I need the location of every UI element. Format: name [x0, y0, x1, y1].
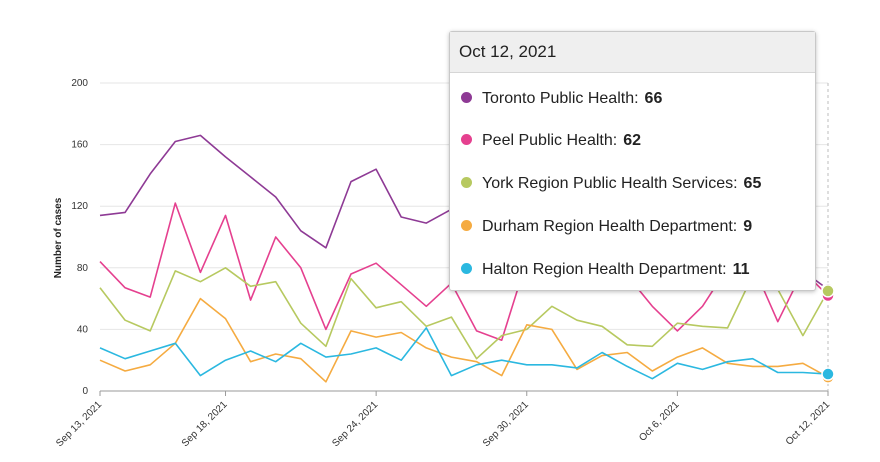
series-line: [99, 327, 829, 380]
series-line: [99, 297, 829, 383]
y-axis-label: Number of cases: [53, 197, 64, 278]
tooltip-row: Durham Region Health Department: 9: [461, 218, 752, 236]
tooltip-series-value: 66: [644, 90, 663, 107]
series-color-dot: [461, 263, 472, 275]
tooltip-series-value: 62: [623, 132, 641, 149]
series-color-dot: [461, 134, 472, 146]
hover-marker: [821, 284, 835, 298]
series-line: [99, 266, 829, 360]
tooltip-row: York Region Public Health Services: 65: [461, 175, 761, 193]
series-color-dot: [461, 220, 472, 232]
tooltip-series-name: Halton Region Health Department: [482, 261, 723, 278]
y-tick-label: 200: [71, 78, 88, 89]
tooltip-row: Peel Public Health: 62: [461, 132, 641, 150]
tooltip-row: Toronto Public Health: 66: [461, 90, 662, 108]
tooltip-series-value: 9: [743, 218, 753, 235]
tooltip-row: Halton Region Health Department: 11: [461, 261, 750, 279]
series-color-dot: [461, 177, 472, 189]
x-tick-label: Oct 12, 2021: [784, 399, 833, 448]
y-axis: 0 40 80 120 160 200: [71, 78, 88, 397]
x-tick-label: Sep 13, 2021: [54, 399, 104, 449]
y-tick-label: 0: [82, 386, 88, 397]
tooltip-series-name: Toronto Public Health: [482, 90, 635, 107]
tooltip-series-name: Durham Region Health Department: [482, 218, 733, 235]
hover-markers: [821, 282, 835, 384]
y-tick-label: 40: [77, 324, 89, 335]
hover-marker: [821, 367, 835, 381]
x-tick-label: Sep 30, 2021: [481, 399, 531, 449]
x-tick-label: Oct 6, 2021: [637, 399, 682, 444]
y-tick-label: 80: [77, 263, 89, 274]
tooltip-series-name: York Region Public Health Services: [482, 175, 734, 192]
y-tick-label: 120: [71, 201, 88, 212]
tooltip-series-value: 11: [732, 261, 750, 278]
x-tick-label: Sep 18, 2021: [180, 399, 230, 449]
tooltip-date: Oct 12, 2021: [450, 32, 815, 73]
x-tick-label: Sep 24, 2021: [330, 399, 380, 449]
x-axis: Sep 13, 2021 Sep 18, 2021 Sep 24, 2021 Sep …: [54, 391, 832, 449]
series-color-dot: [461, 92, 472, 104]
tooltip-series-value: 65: [743, 175, 762, 192]
tooltip-series-name: Peel Public Health: [482, 132, 613, 149]
series-line: [99, 202, 829, 342]
tooltip: Oct 12, 2021 Toronto Public Health: 66 Pe…: [449, 31, 816, 291]
y-tick-label: 160: [71, 140, 88, 151]
